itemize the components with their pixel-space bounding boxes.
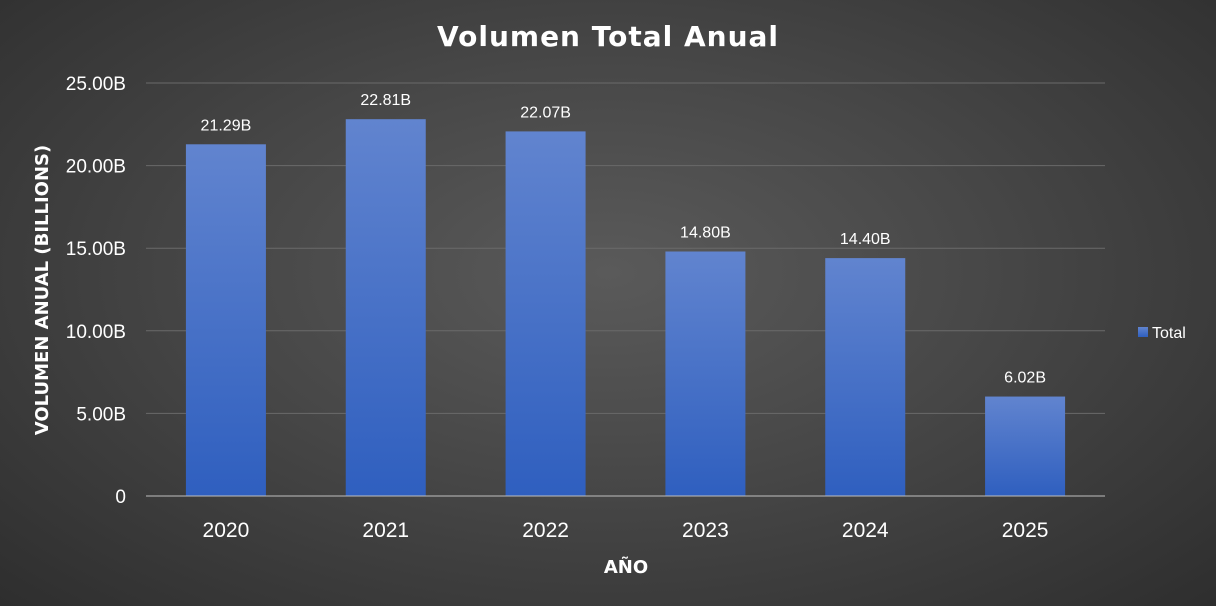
bar-2022 xyxy=(505,131,586,496)
y-tick-label: 20.00B xyxy=(66,157,126,178)
y-axis-title: VOLUMEN ANUAL (BILLIONS) xyxy=(32,145,53,435)
y-tick-label: 5.00B xyxy=(76,404,126,425)
data-label-2020: 21.29B xyxy=(201,117,252,134)
y-axis-ticks: 0 5.00B 10.00B 15.00B 20.00B 25.00B xyxy=(66,74,126,508)
x-axis-ticks: 2020 2021 2022 2023 2024 2025 xyxy=(203,519,1049,542)
data-label-2022: 22.07B xyxy=(520,104,571,121)
y-tick-label: 10.00B xyxy=(66,322,126,343)
x-tick-label-2024: 2024 xyxy=(842,519,889,542)
data-label-2023: 14.80B xyxy=(680,225,731,242)
bar-2021 xyxy=(345,119,426,496)
bar-2020 xyxy=(185,144,266,497)
data-label-2021: 22.81B xyxy=(360,92,411,109)
y-tick-label: 25.00B xyxy=(66,74,126,95)
data-label-2024: 14.40B xyxy=(840,231,891,248)
x-tick-label-2025: 2025 xyxy=(1002,519,1049,542)
data-label-2025: 6.02B xyxy=(1004,370,1046,387)
x-tick-label-2021: 2021 xyxy=(362,519,409,542)
chart-title: Volumen Total Anual xyxy=(437,20,779,53)
gridlines xyxy=(146,82,1105,414)
bar-2023 xyxy=(665,251,746,496)
bars xyxy=(185,119,1066,497)
data-labels: 21.29B 22.81B 22.07B 14.80B 14.40B 6.02B xyxy=(201,92,1046,386)
y-tick-label: 15.00B xyxy=(66,239,126,260)
bar-2024 xyxy=(825,258,906,496)
legend-swatch xyxy=(1138,327,1148,337)
legend-label-total: Total xyxy=(1152,325,1186,342)
x-tick-label-2022: 2022 xyxy=(522,519,569,542)
x-tick-label-2023: 2023 xyxy=(682,519,729,542)
bar-2025 xyxy=(985,396,1066,496)
x-axis-title: AÑO xyxy=(604,555,648,578)
y-tick-label: 0 xyxy=(115,487,126,508)
legend: Total xyxy=(1138,325,1186,342)
x-tick-label-2020: 2020 xyxy=(203,519,250,542)
